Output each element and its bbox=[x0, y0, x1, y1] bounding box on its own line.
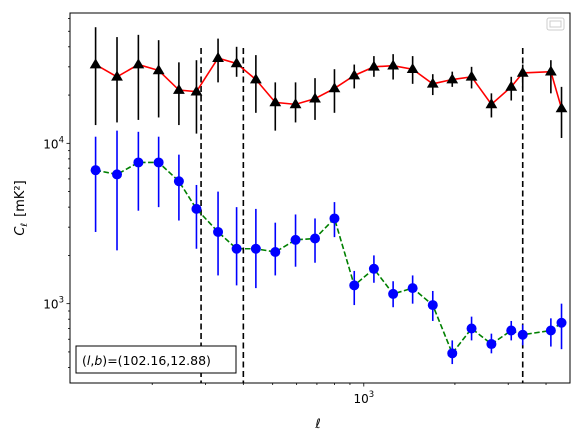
series-1-point-20 bbox=[486, 339, 497, 350]
annotation-value: =(102.16,12.88) bbox=[107, 353, 211, 368]
annotation-box bbox=[75, 345, 237, 374]
plot-area bbox=[89, 27, 568, 383]
series-1-point-1 bbox=[112, 169, 123, 180]
axes-frame bbox=[69, 12, 571, 384]
series-0-point-3 bbox=[152, 64, 165, 75]
y-axis-label-main: C bbox=[13, 226, 28, 236]
series-0-point-2 bbox=[132, 58, 145, 69]
series-1-point-17 bbox=[427, 300, 438, 311]
series-1-point-8 bbox=[250, 243, 261, 254]
series-0-point-21 bbox=[505, 80, 518, 91]
series-1-point-23 bbox=[545, 325, 556, 336]
series-0-point-5 bbox=[190, 85, 203, 96]
series-0-point-4 bbox=[173, 83, 185, 94]
series-0-point-23 bbox=[544, 65, 557, 76]
y-tick-label-1: 104 bbox=[43, 135, 64, 151]
series-1-point-19 bbox=[466, 323, 477, 334]
y-axis-label-unit: [mK²] bbox=[13, 180, 28, 217]
series-0-point-6 bbox=[212, 51, 224, 62]
axis-ticks: 103 103 104 bbox=[43, 18, 547, 406]
y-axis-label: Cℓ [mK²] bbox=[13, 180, 30, 235]
series-0-point-19 bbox=[465, 70, 478, 81]
series-1-point-4 bbox=[173, 176, 184, 187]
series-0-point-10 bbox=[289, 98, 302, 109]
series-0-point-17 bbox=[426, 77, 439, 88]
series-1-point-11 bbox=[310, 233, 321, 244]
series-0-point-13 bbox=[348, 69, 361, 80]
series-1-point-22 bbox=[517, 329, 528, 340]
series-1-point-3 bbox=[153, 157, 164, 168]
series-1-point-21 bbox=[506, 325, 517, 336]
series-1-point-9 bbox=[270, 247, 281, 258]
series-1-point-0 bbox=[90, 165, 101, 176]
series-1-point-5 bbox=[191, 203, 202, 214]
annotation-text: (l,b)=(102.16,12.88) bbox=[82, 353, 211, 368]
series-1-point-24 bbox=[556, 317, 567, 328]
series-0-point-7 bbox=[230, 57, 243, 68]
series-0-point-0 bbox=[89, 58, 102, 69]
series-0-point-11 bbox=[309, 92, 321, 103]
series-0-point-14 bbox=[368, 60, 380, 71]
series-1-point-16 bbox=[407, 283, 418, 294]
series-1-point-6 bbox=[213, 226, 224, 237]
series-1-point-2 bbox=[133, 157, 144, 168]
series-0-point-8 bbox=[249, 73, 262, 84]
series-1-point-12 bbox=[329, 213, 340, 224]
series-0-point-9 bbox=[269, 96, 282, 107]
series-1-point-18 bbox=[447, 348, 458, 359]
series-0-point-1 bbox=[111, 70, 123, 81]
x-tick-label-0: 103 bbox=[353, 390, 374, 406]
series-0-point-18 bbox=[446, 73, 459, 84]
series-0-point-20 bbox=[485, 98, 498, 109]
annotation-l: l bbox=[87, 353, 91, 368]
y-tick-label-0: 103 bbox=[43, 296, 64, 312]
x-axis-label: ℓ bbox=[314, 417, 320, 432]
plot-content bbox=[89, 27, 568, 383]
series-0-point-24 bbox=[555, 102, 568, 113]
series-1-point-14 bbox=[368, 263, 379, 274]
y-axis-label-sub: ℓ bbox=[20, 223, 30, 228]
series-0-point-16 bbox=[406, 62, 419, 74]
legend-handle bbox=[549, 20, 562, 28]
series-1-point-10 bbox=[290, 234, 301, 245]
series-1-point-15 bbox=[388, 288, 399, 299]
series-1-point-13 bbox=[349, 280, 360, 291]
series-0-point-12 bbox=[328, 82, 341, 93]
series-1-point-7 bbox=[231, 243, 242, 254]
annotation-b: b bbox=[94, 353, 102, 368]
series-0-point-22 bbox=[516, 66, 529, 77]
series-0-point-15 bbox=[387, 59, 400, 70]
